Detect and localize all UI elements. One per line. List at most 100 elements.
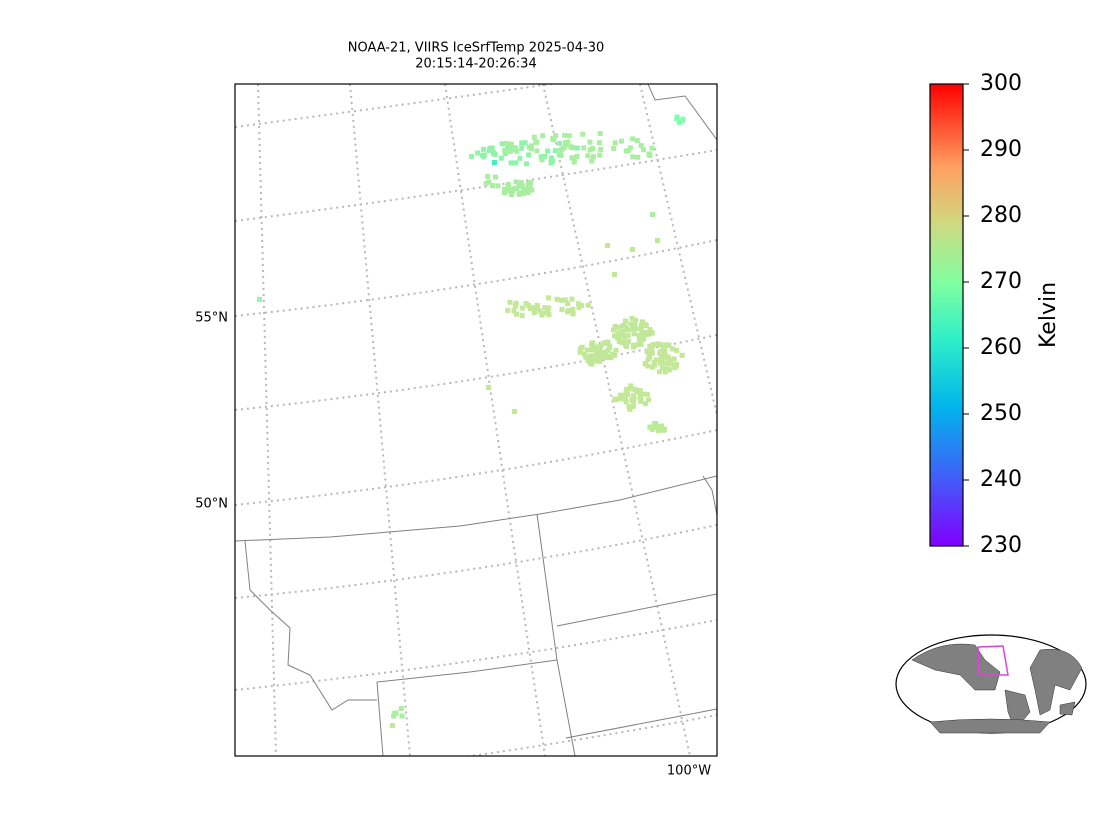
ice-pixel: [649, 350, 655, 356]
ice-pixel: [511, 308, 517, 314]
ice-pixel: [574, 145, 580, 151]
ice-pixel: [589, 158, 595, 164]
ice-pixel: [642, 401, 648, 407]
ice-pixel: [659, 423, 665, 429]
ice-pixel: [516, 183, 522, 189]
ice-pixel: [595, 354, 601, 360]
ice-pixel: [562, 297, 568, 303]
ice-pixel: [595, 349, 601, 355]
ice-pixel: [629, 397, 635, 403]
ice-pixel: [576, 305, 582, 311]
ice-pixel: [645, 349, 651, 355]
ice-pixel: [661, 427, 667, 433]
ice-pixel: [635, 342, 641, 348]
ice-pixel: [562, 132, 568, 138]
ice-pixel: [513, 300, 519, 306]
ice-pixel: [257, 297, 262, 302]
ice-pixel: [636, 332, 642, 338]
ice-pixel: [503, 140, 509, 146]
ice-pixel: [589, 346, 595, 352]
ice-pixel: [597, 358, 603, 364]
ice-pixel: [531, 310, 537, 316]
ice-pixel: [646, 397, 652, 403]
ice-pixel: [578, 346, 584, 352]
ice-pixel: [655, 238, 660, 243]
ice-pixel: [602, 352, 608, 358]
ice-pixel: [520, 190, 526, 196]
ice-pixel: [626, 338, 632, 344]
ice-pixel: [640, 319, 646, 325]
ice-pixel: [590, 154, 596, 160]
ice-pixel: [596, 140, 602, 146]
ice-pixel: [505, 184, 511, 190]
ice-pixel: [611, 145, 617, 151]
ice-pixel: [617, 392, 623, 398]
ice-pixel: [649, 345, 655, 351]
ice-pixel: [554, 296, 560, 302]
ice-pixel: [487, 147, 493, 153]
border: [556, 593, 717, 627]
ice-pixel: [680, 116, 686, 122]
ice-pixel: [631, 322, 637, 328]
ice-pixel: [607, 345, 613, 351]
ice-pixel: [643, 323, 649, 329]
ice-pixel: [526, 144, 532, 150]
ice-pixel: [630, 403, 636, 409]
ice-pixel: [518, 180, 524, 186]
ice-pixel: [674, 347, 680, 353]
ice-pixel: [657, 342, 663, 348]
ice-pixel: [655, 424, 661, 430]
colorbar-tick-label: 280: [980, 203, 1022, 228]
ice-pixel: [660, 365, 666, 371]
meridian: [639, 84, 717, 420]
ice-pixel: [624, 387, 630, 393]
border: [536, 513, 576, 756]
ice-pixel: [590, 146, 596, 152]
ice-pixel: [637, 388, 643, 394]
lon-label: 100°W: [667, 764, 711, 779]
map-frame: [234, 83, 718, 757]
ice-pixel: [534, 302, 540, 308]
ice-pixel: [475, 150, 481, 156]
ice-pixel: [519, 140, 525, 146]
ice-pixel: [631, 331, 637, 337]
ice-pixel: [525, 186, 531, 192]
ice-pixel: [638, 341, 644, 347]
ice-pixel: [546, 312, 552, 318]
ice-pixel: [645, 356, 651, 362]
parallel: [235, 149, 717, 222]
ice-pixel: [490, 183, 496, 189]
border: [647, 84, 717, 141]
ice-pixel: [542, 153, 548, 159]
ice-pixel: [635, 154, 641, 160]
ice-pixel: [486, 385, 491, 390]
ice-pixel: [676, 119, 682, 125]
ice-pixel: [630, 136, 636, 142]
ice-pixel: [662, 369, 668, 375]
meridian: [349, 84, 411, 756]
lat-label: 50°N: [195, 497, 228, 512]
ice-pixel: [545, 148, 551, 154]
ice-pixel: [657, 360, 663, 366]
colorbar-tick-label: 270: [980, 269, 1022, 294]
ice-pixel: [512, 303, 518, 309]
ice-pixel: [584, 347, 590, 353]
ice-pixel: [513, 179, 519, 185]
ice-pixel: [469, 154, 475, 160]
ice-pixel: [662, 351, 668, 357]
ice-pixel: [486, 179, 492, 185]
ice-pixel: [631, 386, 637, 392]
ice-pixel: [638, 326, 644, 332]
lat-label: 55°N: [195, 311, 228, 326]
ice-pixel: [492, 160, 497, 165]
ice-pixel: [621, 334, 627, 340]
ice-pixel: [571, 159, 577, 165]
inset-globe: [895, 634, 1087, 734]
colorbar-tick-label: 230: [980, 533, 1022, 558]
ice-pixel: [559, 146, 565, 152]
ice-pixel: [519, 313, 525, 319]
ice-pixel: [610, 327, 616, 333]
ice-pixel: [625, 391, 631, 397]
ice-pixel: [616, 338, 622, 344]
parallel: [235, 429, 717, 506]
